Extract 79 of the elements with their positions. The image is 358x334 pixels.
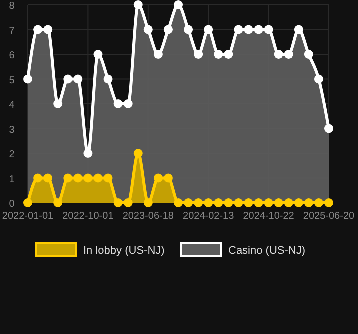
point	[174, 198, 183, 208]
point	[44, 174, 53, 183]
point	[204, 198, 214, 208]
point	[314, 74, 324, 84]
point	[234, 25, 244, 34]
point	[124, 198, 133, 208]
point	[224, 198, 234, 208]
y-tick-label: 1	[9, 174, 16, 186]
point	[114, 100, 123, 108]
x-tick-label: 2023-06-18	[122, 211, 174, 222]
point	[144, 198, 153, 208]
point	[94, 50, 103, 59]
point	[194, 50, 204, 59]
point	[54, 198, 63, 208]
point	[324, 124, 334, 134]
point	[304, 50, 314, 59]
point	[134, 0, 143, 10]
point	[64, 174, 73, 183]
point	[64, 74, 73, 84]
point	[94, 174, 103, 183]
point	[284, 198, 294, 208]
y-tick-label: 7	[9, 26, 16, 37]
legend-label: Casino (US-NJ)	[228, 245, 306, 257]
y-tick-label: 2	[9, 150, 16, 160]
point	[214, 50, 224, 59]
point	[84, 174, 93, 183]
point	[254, 198, 264, 208]
legend-label: In lobby (US-NJ)	[84, 245, 165, 257]
point	[214, 198, 224, 208]
point	[114, 198, 123, 208]
y-tick-label: 6	[9, 50, 16, 62]
point	[154, 50, 163, 59]
point	[104, 74, 113, 84]
point	[184, 25, 194, 34]
point	[54, 100, 63, 108]
x-tick-label: 2022-10-01	[62, 211, 114, 222]
point	[294, 25, 304, 34]
point	[284, 50, 294, 59]
point	[34, 174, 43, 183]
point	[294, 198, 304, 208]
point	[204, 25, 214, 34]
point	[164, 174, 173, 183]
point	[324, 198, 334, 208]
point	[274, 50, 284, 59]
point	[274, 198, 284, 208]
point	[104, 174, 113, 183]
point	[194, 198, 204, 208]
y-tick-label: 8	[9, 1, 16, 12]
point	[244, 198, 254, 208]
x-tick-label: 2024-02-13	[183, 211, 235, 222]
y-tick-label: 3	[9, 124, 16, 136]
point	[34, 25, 43, 34]
point	[24, 198, 32, 208]
point	[234, 198, 244, 208]
point	[264, 25, 274, 34]
point	[304, 198, 314, 208]
point	[174, 0, 183, 10]
x-tick-label: 2022-01-01	[2, 211, 54, 222]
y-tick-label: 0	[9, 199, 16, 210]
point	[244, 25, 254, 34]
y-tick-label: 5	[9, 75, 16, 86]
x-tick-label: 2025-06-20	[303, 211, 356, 222]
point	[134, 149, 143, 158]
point	[144, 25, 153, 34]
point	[184, 198, 194, 208]
x-tick-label: 2024-10-22	[243, 211, 295, 222]
point	[264, 198, 274, 208]
point	[74, 74, 83, 84]
point	[84, 149, 93, 158]
point	[74, 174, 83, 183]
point	[124, 100, 133, 108]
point	[224, 50, 234, 59]
point	[44, 25, 53, 34]
point	[314, 198, 324, 208]
y-tick-label: 4	[9, 100, 16, 111]
point	[254, 25, 264, 34]
point	[24, 74, 32, 84]
point	[164, 25, 173, 34]
point	[154, 174, 163, 183]
